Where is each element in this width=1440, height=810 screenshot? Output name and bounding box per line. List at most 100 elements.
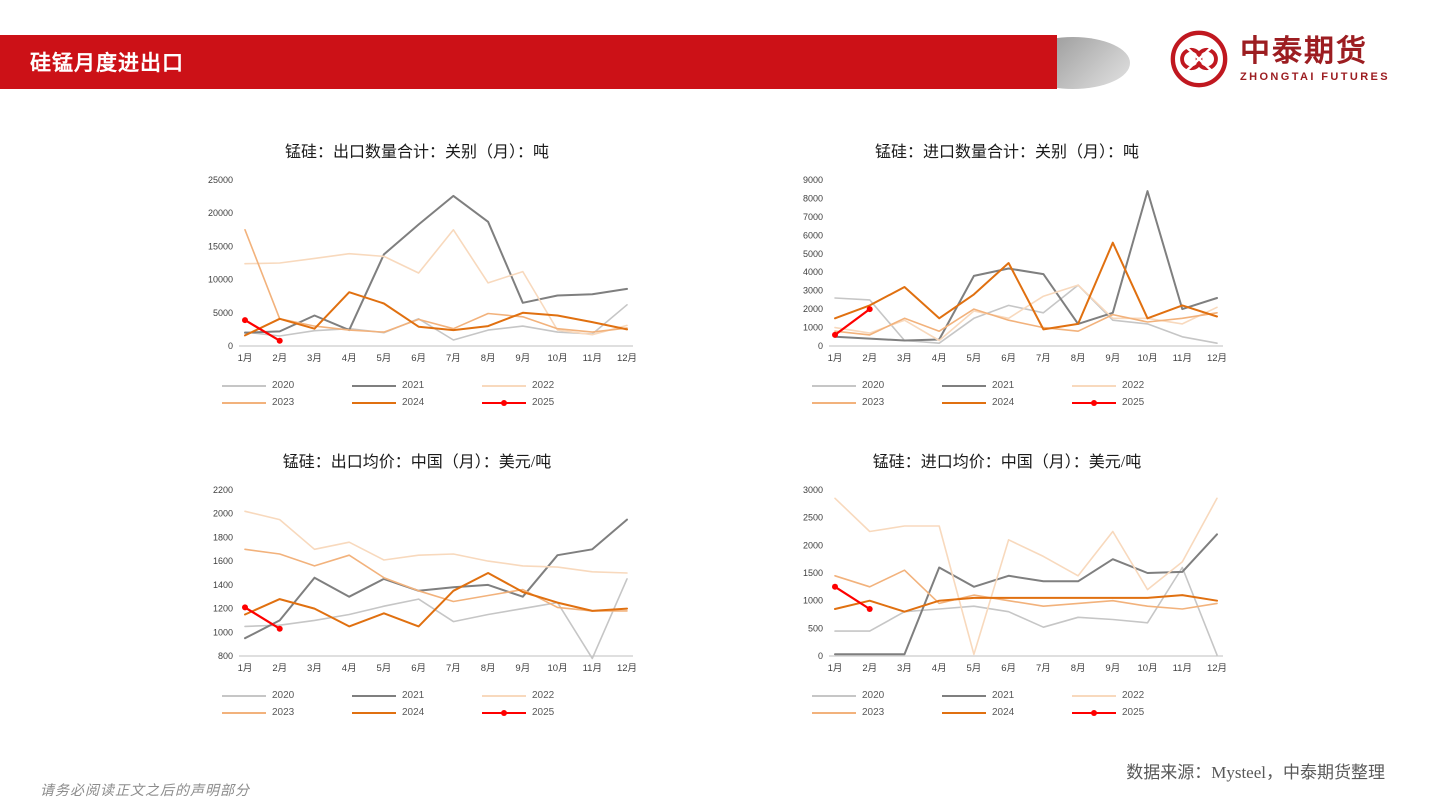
chart-import-price: 锰硅：进口均价：中国（月）：美元/吨 0 500 1000 1500 2000 2500 3… <box>772 448 1242 718</box>
legend-swatch-2020 <box>222 694 266 697</box>
legend-label-2020: 2020 <box>862 380 885 391</box>
legend-swatch-2021 <box>352 384 396 387</box>
chart-legend: 2020 2021 2022 2023 2024 2025 <box>182 690 652 718</box>
svg-text:1400: 1400 <box>213 580 233 590</box>
series-2025-marker <box>242 317 248 324</box>
chart-title: 锰硅：出口均价：中国（月）：美元/吨 <box>282 454 552 471</box>
svg-text:8月: 8月 <box>481 663 496 674</box>
series-2025-line <box>833 585 871 611</box>
chart-legend: 2020 2021 2022 2023 2024 2025 <box>772 690 1242 718</box>
svg-text:7月: 7月 <box>1036 663 1051 674</box>
disclaimer-text: 请务必阅读正文之后的声明部分 <box>40 784 250 799</box>
svg-text:11月: 11月 <box>583 353 602 364</box>
data-source-text: 数据来源：Mysteel，中泰期货整理 <box>1126 763 1385 782</box>
legend-item-2020: 2020 <box>222 690 352 701</box>
line-chart-import-price: 0 500 1000 1500 2000 2500 3000 1月 2月 3月 4月 5月 6月 7月 8月… <box>803 485 1227 674</box>
svg-text:800: 800 <box>218 651 233 661</box>
legend-swatch-2022 <box>1072 694 1116 697</box>
svg-text:1000: 1000 <box>803 323 823 333</box>
svg-text:1月: 1月 <box>828 663 843 674</box>
legend-label-2020: 2020 <box>272 690 295 701</box>
svg-text:11月: 11月 <box>1173 353 1192 364</box>
legend-label-2023: 2023 <box>272 397 295 408</box>
legend-item-2022: 2022 <box>1072 690 1202 701</box>
svg-text:9月: 9月 <box>515 663 530 674</box>
legend-label-2025: 2025 <box>1122 707 1145 718</box>
legend-marker-dot <box>1091 399 1097 406</box>
legend-label-2024: 2024 <box>402 397 425 408</box>
legend-item-2025: 2025 <box>482 707 612 718</box>
svg-text:5月: 5月 <box>377 353 392 364</box>
legend-swatch-2022 <box>482 694 526 697</box>
svg-text:5月: 5月 <box>967 663 982 674</box>
legend-swatch-2025 <box>1072 399 1116 406</box>
series-2024-line <box>244 291 628 337</box>
legend-item-2024: 2024 <box>942 397 1072 408</box>
svg-text:7月: 7月 <box>446 663 461 674</box>
legend-marker-dot <box>1091 709 1097 716</box>
svg-text:7000: 7000 <box>803 212 823 222</box>
legend-swatch-2025 <box>482 399 526 406</box>
svg-text:1000: 1000 <box>803 596 823 606</box>
series-2024-line <box>834 241 1218 331</box>
legend-swatch-2023 <box>222 401 266 404</box>
legend-label-2020: 2020 <box>862 690 885 701</box>
legend-item-2020: 2020 <box>222 380 352 391</box>
legend-label-2024: 2024 <box>992 707 1015 718</box>
series-2020-line <box>834 284 1218 344</box>
series-2025-marker <box>866 306 873 313</box>
svg-text:6000: 6000 <box>803 230 823 240</box>
chart-import-quantity: 锰硅：进口数量合计：关别（月）：吨 0 1000 2000 3000 4000 5000 6… <box>772 138 1242 408</box>
svg-text:1月: 1月 <box>238 353 253 364</box>
svg-text:1800: 1800 <box>213 532 233 542</box>
svg-text:5000: 5000 <box>213 308 233 318</box>
svg-text:8月: 8月 <box>481 353 496 364</box>
svg-text:2月: 2月 <box>862 663 877 674</box>
legend-label-2021: 2021 <box>992 380 1015 391</box>
svg-text:4月: 4月 <box>342 353 357 364</box>
zhongtai-logo-icon <box>1170 30 1228 88</box>
legend-swatch-2021 <box>352 694 396 697</box>
svg-text:12月: 12月 <box>1207 663 1227 674</box>
legend-swatch-2020 <box>222 384 266 387</box>
svg-text:15000: 15000 <box>208 241 233 251</box>
svg-text:6月: 6月 <box>411 663 426 674</box>
legend-swatch-2023 <box>812 711 856 714</box>
legend-swatch-2025 <box>1072 709 1116 716</box>
svg-text:2500: 2500 <box>803 513 823 523</box>
legend-item-2021: 2021 <box>352 380 482 391</box>
legend-item-2025: 2025 <box>482 397 612 408</box>
series-2022-line <box>834 497 1218 656</box>
svg-text:500: 500 <box>808 623 823 633</box>
legend-marker-dot <box>501 709 507 716</box>
series-2020-line <box>244 304 628 341</box>
series-2025-marker <box>276 337 283 344</box>
svg-text:2月: 2月 <box>272 663 287 674</box>
svg-text:2月: 2月 <box>272 353 287 364</box>
title-banner: 硅锰月度进出口 <box>0 35 1057 89</box>
svg-text:1月: 1月 <box>238 663 253 674</box>
svg-text:6月: 6月 <box>411 353 426 364</box>
svg-text:11月: 11月 <box>583 663 602 674</box>
legend-label-2025: 2025 <box>532 397 555 408</box>
chart-legend: 2020 2021 2022 2023 2024 2025 <box>182 380 652 408</box>
svg-text:4000: 4000 <box>803 267 823 277</box>
legend-marker-dot <box>501 399 507 406</box>
legend-item-2025: 2025 <box>1072 397 1202 408</box>
legend-label-2024: 2024 <box>402 707 425 718</box>
series-2022-line <box>244 510 628 574</box>
series-2020-line <box>834 566 1218 656</box>
legend-label-2022: 2022 <box>532 690 555 701</box>
legend-item-2023: 2023 <box>812 707 942 718</box>
svg-text:3月: 3月 <box>307 353 322 364</box>
svg-text:0: 0 <box>228 341 233 351</box>
logo-text-block: 中泰期货 ZHONGTAI FUTURES <box>1240 35 1390 83</box>
series-2024-line <box>244 572 628 628</box>
svg-text:5月: 5月 <box>377 663 392 674</box>
svg-text:2月: 2月 <box>862 353 877 364</box>
svg-text:20000: 20000 <box>208 208 233 218</box>
series-2021-line <box>244 518 628 640</box>
svg-text:3000: 3000 <box>803 286 823 296</box>
legend-item-2023: 2023 <box>812 397 942 408</box>
